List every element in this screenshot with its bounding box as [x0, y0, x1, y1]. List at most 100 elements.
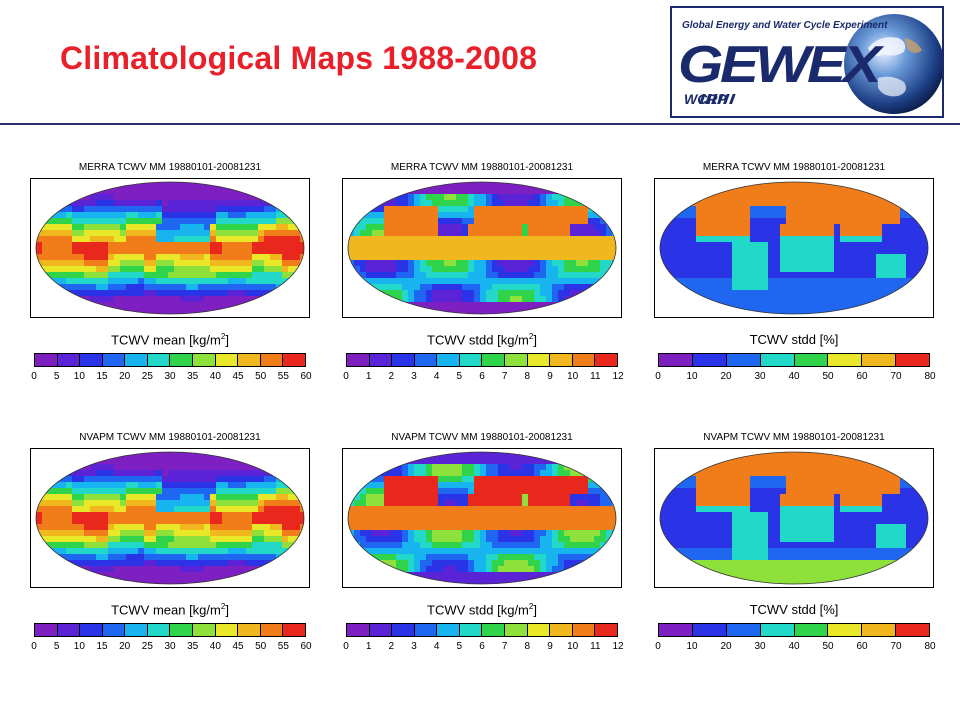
- colorbar-tick-label: 50: [255, 371, 267, 382]
- colorbar: [658, 353, 930, 367]
- colorbar-segment: [595, 354, 617, 366]
- colorbar-segment: [215, 354, 239, 366]
- colorbar-tick-label: 3: [411, 641, 417, 652]
- colorbar-segment: [862, 354, 897, 366]
- colorbar-segment: [369, 624, 393, 636]
- map-title: MERRA TCWV MM 19880101-20081231: [390, 162, 574, 173]
- colorbar-tick-label: 60: [300, 641, 312, 652]
- colorbar-tick-label: 0: [31, 641, 37, 652]
- colorbar-tick-label: 1: [365, 371, 372, 382]
- colorbar-segment: [170, 354, 194, 366]
- colorbar-tick-label: 10: [686, 641, 698, 652]
- colorbar-segment: [125, 354, 148, 366]
- colorbar-tick-label: 5: [456, 641, 463, 652]
- colorbar-segment: [414, 354, 438, 366]
- colorbar-ticks: 0 10 20 30 40 50 60 70 80: [655, 367, 935, 385]
- map-outline: [35, 451, 305, 585]
- colorbar-tick-label: 4: [433, 641, 440, 652]
- colorbar-label: TCWV mean [kg/m2]: [111, 332, 229, 348]
- colorbar-segment: [595, 624, 617, 636]
- colorbar-segment: [550, 624, 573, 636]
- colorbar-segment: [193, 354, 216, 366]
- colorbar-tick-label: 25: [141, 371, 153, 382]
- colorbar-label: TCWV stdd [%]: [749, 332, 839, 347]
- colorbar-segment: [35, 354, 58, 366]
- colorbar-tick-label: 5: [53, 641, 60, 652]
- colorbar-segment: [392, 624, 415, 636]
- colorbar-segment: [527, 354, 551, 366]
- colorbar-segment: [794, 354, 829, 366]
- colorbar-tick-label: 30: [164, 371, 176, 382]
- colorbar-tick-label: 35: [187, 371, 199, 382]
- colorbar-tick-label: 2: [388, 641, 395, 652]
- colorbar-segment: [260, 354, 284, 366]
- gewex-logo: Global Energy and Water Cycle Experiment…: [670, 6, 944, 118]
- map-panel-nvapm-stdd: NVAPM TCWV MM 19880101-20081231 TCWV stdd…: [342, 432, 624, 672]
- colorbar-segment: [896, 354, 929, 366]
- colorbar-tick-label: 45: [232, 641, 244, 652]
- mollweide-map: [347, 181, 617, 315]
- colorbar-tick-label: 0: [343, 371, 349, 382]
- colorbar-tick-label: 6: [479, 371, 485, 382]
- colorbar-tick-label: 40: [788, 641, 800, 652]
- logo-wordmark: GEWEX: [678, 36, 885, 94]
- colorbar-segment: [692, 354, 727, 366]
- map-title: NVAPM TCWV MM 19880101-20081231: [391, 432, 573, 443]
- colorbar-tick-label: 8: [524, 371, 531, 382]
- colorbar-segment: [692, 624, 727, 636]
- colorbar: [34, 623, 306, 637]
- colorbar-ticks: 0 10 20 30 40 50 60 70 80: [655, 637, 935, 655]
- colorbar-tick-label: 7: [501, 371, 508, 382]
- colorbar-segment: [794, 624, 829, 636]
- colorbar-tick-label: 60: [856, 641, 868, 652]
- colorbar-label: TCWV stdd [%]: [749, 602, 839, 617]
- colorbar-segment: [572, 624, 596, 636]
- colorbar-tick-label: 40: [209, 371, 221, 382]
- colorbar-label: TCWV stdd [kg/m2]: [427, 602, 537, 618]
- colorbar-tick-label: 40: [209, 641, 221, 652]
- colorbar-segment: [572, 354, 596, 366]
- colorbar-tick-label: 70: [890, 641, 902, 652]
- colorbar-tick-label: 60: [856, 371, 868, 382]
- colorbar-tick-label: 80: [924, 371, 936, 382]
- colorbar-tick-label: 20: [119, 371, 131, 382]
- colorbar-segment: [102, 354, 126, 366]
- colorbar-tick-label: 30: [754, 641, 766, 652]
- colorbar-segment: [726, 624, 761, 636]
- colorbar-tick-label: 7: [501, 641, 508, 652]
- colorbar-segment: [57, 354, 81, 366]
- colorbar-segment: [347, 624, 370, 636]
- colorbar-segment: [459, 624, 483, 636]
- colorbar-tick-label: 1: [365, 641, 372, 652]
- colorbar-segment: [193, 624, 216, 636]
- colorbar-segment: [828, 354, 863, 366]
- map-title: MERRA TCWV MM 19880101-20081231: [78, 162, 262, 173]
- colorbar-segment: [437, 354, 460, 366]
- colorbar-ticks: 0 5 10 15 20 25 30 35 40 45 50 55 60: [31, 367, 311, 385]
- colorbar-tick-label: 0: [655, 371, 661, 382]
- colorbar-tick-label: 11: [590, 371, 601, 382]
- colorbar-tick-label: 60: [300, 371, 312, 382]
- colorbar-segment: [57, 624, 81, 636]
- colorbar-tick-label: 11: [590, 641, 601, 652]
- colorbar-segment: [260, 624, 284, 636]
- colorbar-segment: [80, 354, 103, 366]
- colorbar-tick-label: 30: [754, 371, 766, 382]
- colorbar-tick-label: 10: [567, 371, 579, 382]
- globe-icon: [844, 14, 942, 114]
- colorbar: [34, 353, 306, 367]
- colorbar-segment: [760, 624, 795, 636]
- colorbar-segment: [238, 354, 261, 366]
- map-panel-merra-stdd: MERRA TCWV MM 19880101-20081231 TCWV stdd…: [342, 162, 624, 402]
- colorbar-segment: [550, 354, 573, 366]
- map-panel-nvapm-mean: NVAPM TCWV MM 19880101-20081231 TCWV mean…: [30, 432, 312, 672]
- map-title: NVAPM TCWV MM 19880101-20081231: [79, 432, 261, 443]
- map-outline: [347, 451, 617, 585]
- colorbar-segment: [283, 354, 305, 366]
- colorbar-segment: [147, 354, 171, 366]
- mollweide-map: [35, 181, 305, 315]
- colorbar-ticks: 0 1 2 3 4 5 6 7 8 9 10 11 12: [343, 637, 623, 655]
- colorbar-tick-label: 30: [164, 641, 176, 652]
- colorbar-segment: [659, 354, 693, 366]
- colorbar-segment: [125, 624, 148, 636]
